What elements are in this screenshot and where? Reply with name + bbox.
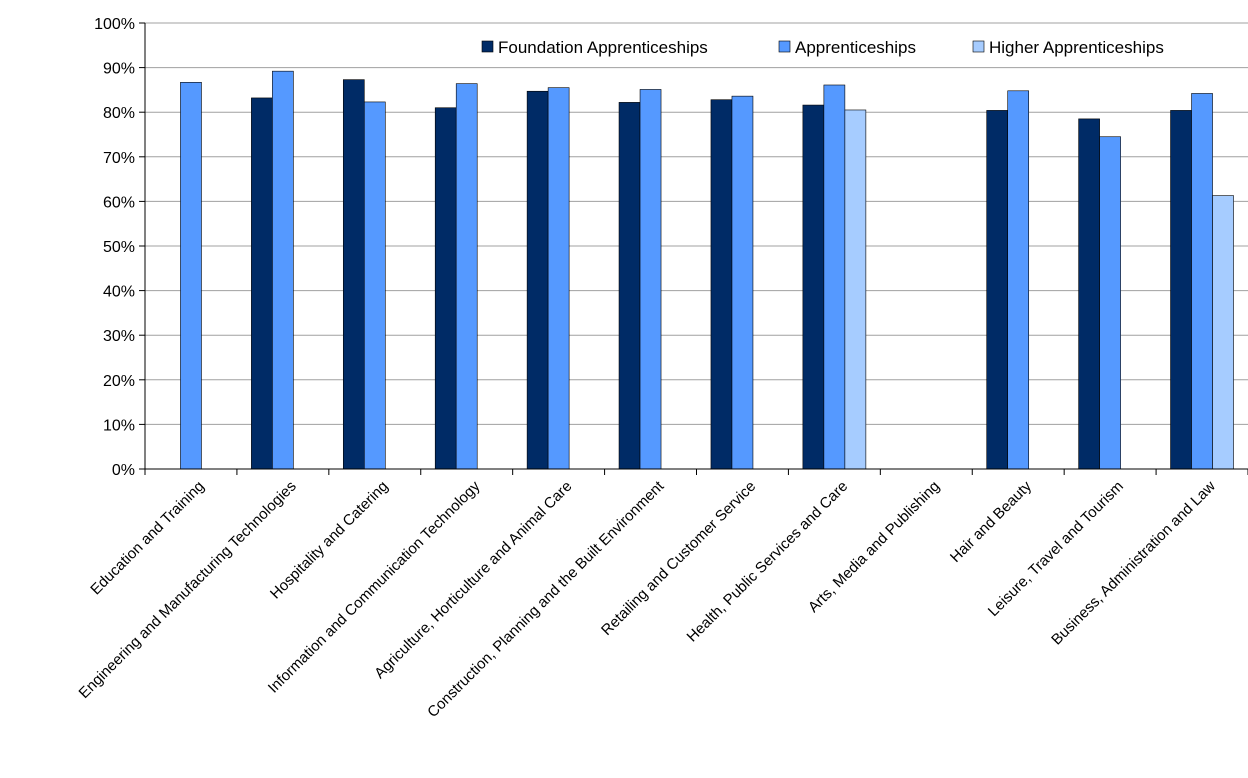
y-tick-label: 20%	[103, 373, 135, 390]
bar	[1170, 110, 1192, 470]
bars	[180, 70, 1234, 470]
bar	[455, 83, 478, 470]
bar	[986, 110, 1009, 470]
y-tick-label: 50%	[103, 239, 135, 256]
x-tick-label: Agriculture, Horticulture and Animal Car…	[371, 478, 575, 682]
bar	[1191, 93, 1213, 470]
y-tick-label: 30%	[103, 328, 135, 345]
y-tick-label: 90%	[103, 61, 135, 78]
bar	[731, 95, 754, 470]
y-tick-labels: 0% 10% 20% 30% 40% 50% 60% 70% 80% 90% 100%	[94, 16, 135, 479]
x-tick-label: Retailing and Customer Service	[598, 478, 759, 639]
axes	[139, 22, 1248, 475]
legend-label: Foundation Apprenticeships	[498, 38, 708, 57]
bar	[618, 102, 641, 470]
y-tick-label: 40%	[103, 284, 135, 301]
bar	[434, 107, 457, 470]
bar	[1078, 118, 1100, 470]
bar	[547, 87, 570, 470]
legend-swatch	[778, 40, 791, 53]
legend-label: Higher Apprenticeships	[989, 38, 1164, 57]
legend: Foundation Apprenticeships Apprenticeship…	[481, 38, 1164, 57]
bar	[802, 104, 825, 470]
y-tick-label: 60%	[103, 194, 135, 211]
bar	[1007, 90, 1030, 470]
bar	[1212, 195, 1234, 470]
legend-swatch	[972, 40, 985, 53]
bar	[251, 97, 273, 470]
bar	[526, 90, 549, 470]
bar	[342, 79, 365, 470]
y-tick-label: 10%	[103, 417, 135, 434]
legend-swatch	[481, 40, 494, 53]
bar	[363, 101, 386, 470]
y-tick-label: 70%	[103, 150, 135, 167]
y-tick-label: 80%	[103, 105, 135, 122]
x-tick-label: Health, Public Services and Care	[684, 478, 852, 646]
x-tick-label: Information and Communication Technology	[265, 477, 484, 696]
bar	[823, 84, 846, 470]
x-tick-label: Engineering and Manufacturing Technologi…	[76, 478, 300, 702]
bar	[1099, 136, 1121, 470]
legend-label: Apprenticeships	[795, 38, 916, 57]
y-tick-label: 100%	[94, 16, 135, 33]
x-tick-label: Business, Administration and Law	[1048, 478, 1219, 649]
bar	[272, 70, 294, 470]
y-tick-label: 0%	[112, 462, 135, 479]
gridlines	[145, 22, 1248, 425]
x-tick-label: Hair and Beauty	[947, 477, 1035, 565]
bar	[639, 89, 662, 470]
bar	[180, 82, 202, 470]
bar	[844, 109, 867, 470]
bar	[710, 99, 733, 470]
